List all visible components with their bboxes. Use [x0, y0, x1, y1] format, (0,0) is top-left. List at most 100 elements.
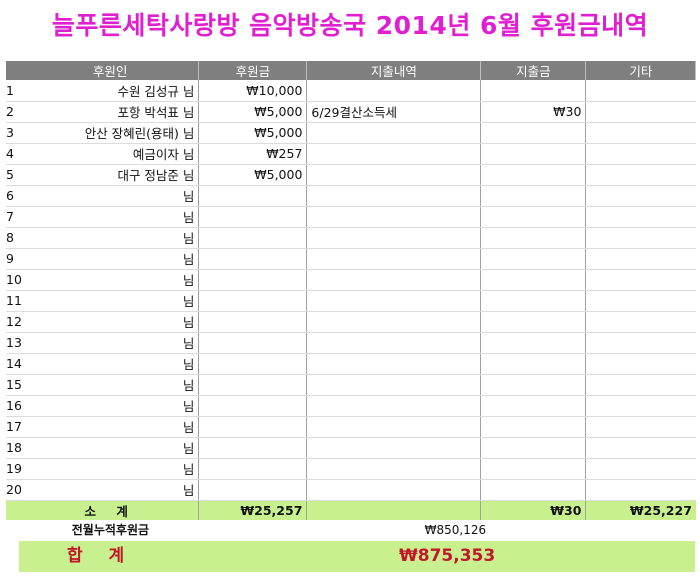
amount-cell: ₩5,000: [198, 164, 308, 186]
expense-detail-cell: [306, 311, 482, 333]
row-number: 7: [6, 206, 22, 228]
expense-detail-cell: [306, 479, 482, 501]
donor-cell: 대구 정남준 님: [21, 164, 200, 186]
expense-amount-cell: [480, 479, 587, 501]
expense-amount-cell: [480, 437, 587, 459]
expense-amount-cell: [480, 269, 587, 291]
other-cell: [585, 290, 696, 312]
amount-cell: [198, 185, 308, 207]
donor-cell: 님: [21, 311, 200, 333]
expense-detail-cell: [306, 143, 482, 165]
other-cell: [585, 269, 696, 291]
row-number: 12: [6, 311, 22, 333]
other-cell: [585, 164, 696, 186]
row-number: 1: [6, 80, 22, 102]
row-number: 20: [6, 479, 22, 501]
row-number: 15: [6, 374, 22, 396]
expense-amount-cell: [480, 332, 587, 354]
table-row: 1 수원 김성규 님 ₩10,000: [6, 80, 696, 102]
expense-detail-cell: [306, 458, 482, 480]
grand-total-bar: 합 계 ₩875,353: [19, 541, 695, 572]
donor-cell: 님: [21, 332, 200, 354]
expense-detail-cell: [306, 395, 482, 417]
previous-month-row: 전월누적후원금 ₩850,126: [6, 520, 696, 539]
other-cell: [585, 143, 696, 165]
amount-cell: [198, 206, 308, 228]
donor-cell: 예금이자 님: [21, 143, 200, 165]
row-number: 4: [6, 143, 22, 165]
other-cell: [585, 332, 696, 354]
subtotal-number-cell: [6, 500, 22, 520]
expense-detail-cell: [306, 227, 482, 249]
row-number: 5: [6, 164, 22, 186]
donor-cell: 님: [21, 458, 200, 480]
table-row: 4 예금이자 님 ₩257: [6, 143, 696, 165]
amount-cell: [198, 269, 308, 291]
expense-amount-cell: [480, 311, 587, 333]
row-number: 6: [6, 185, 22, 207]
donor-cell: 님: [21, 353, 200, 375]
header-number: [6, 61, 22, 80]
expense-detail-cell: [306, 122, 482, 144]
table-row: 16 님: [6, 395, 696, 417]
expense-detail-cell: [306, 206, 482, 228]
row-number: 2: [6, 101, 22, 123]
amount-cell: [198, 248, 308, 270]
other-cell: [585, 248, 696, 270]
donor-cell: 님: [21, 269, 200, 291]
header-expense-amount: 지출금: [480, 61, 587, 80]
amount-cell: [198, 437, 308, 459]
expense-amount-cell: [480, 353, 587, 375]
donor-cell: 님: [21, 395, 200, 417]
amount-cell: ₩5,000: [198, 101, 308, 123]
donor-cell: 님: [21, 437, 200, 459]
table-row: 2 포항 박석표 님 ₩5,000 6/29결산소득세 ₩30: [6, 101, 696, 123]
donor-cell: 님: [21, 206, 200, 228]
row-number: 8: [6, 227, 22, 249]
expense-detail-cell: [306, 290, 482, 312]
table-row: 10 님: [6, 269, 696, 291]
row-number: 14: [6, 353, 22, 375]
expense-amount-cell: [480, 185, 587, 207]
expense-amount-cell: [480, 395, 587, 417]
donor-cell: 안산 장혜린(용태) 님: [21, 122, 200, 144]
donor-cell: 님: [21, 248, 200, 270]
donor-cell: 님: [21, 416, 200, 438]
row-number: 17: [6, 416, 22, 438]
expense-detail-cell: [306, 269, 482, 291]
amount-cell: [198, 458, 308, 480]
subtotal-expense-amount: ₩30: [480, 500, 587, 520]
row-number: 16: [6, 395, 22, 417]
other-cell: [585, 416, 696, 438]
table-row: 12 님: [6, 311, 696, 333]
other-cell: [585, 311, 696, 333]
row-number: 9: [6, 248, 22, 270]
amount-cell: [198, 479, 308, 501]
donor-cell: 님: [21, 374, 200, 396]
other-cell: [585, 80, 696, 102]
amount-cell: [198, 311, 308, 333]
subtotal-expense-detail: [306, 500, 482, 520]
other-cell: [585, 479, 696, 501]
expense-detail-cell: 6/29결산소득세: [306, 101, 482, 123]
expense-amount-cell: [480, 206, 587, 228]
previous-number-cell: [6, 520, 22, 539]
table-header-row: 후원인 후원금 지출내역 지출금 기타: [6, 61, 697, 80]
subtotal-row: 소 계 ₩25,257 ₩30 ₩25,227: [6, 500, 696, 520]
previous-other: [586, 520, 696, 539]
other-cell: [585, 353, 696, 375]
expense-detail-cell: [306, 164, 482, 186]
subtotal-amount: ₩25,257: [198, 500, 308, 520]
table-row: 3 안산 장혜린(용태) 님 ₩5,000: [6, 122, 696, 144]
row-number: 19: [6, 458, 22, 480]
table-row: 19 님: [6, 458, 696, 480]
expense-amount-cell: [480, 374, 587, 396]
expense-amount-cell: [480, 416, 587, 438]
amount-cell: ₩5,000: [198, 122, 308, 144]
expense-amount-cell: [480, 80, 587, 102]
table-row: 13 님: [6, 332, 696, 354]
row-number: 11: [6, 290, 22, 312]
table-row: 20 님: [6, 479, 696, 501]
